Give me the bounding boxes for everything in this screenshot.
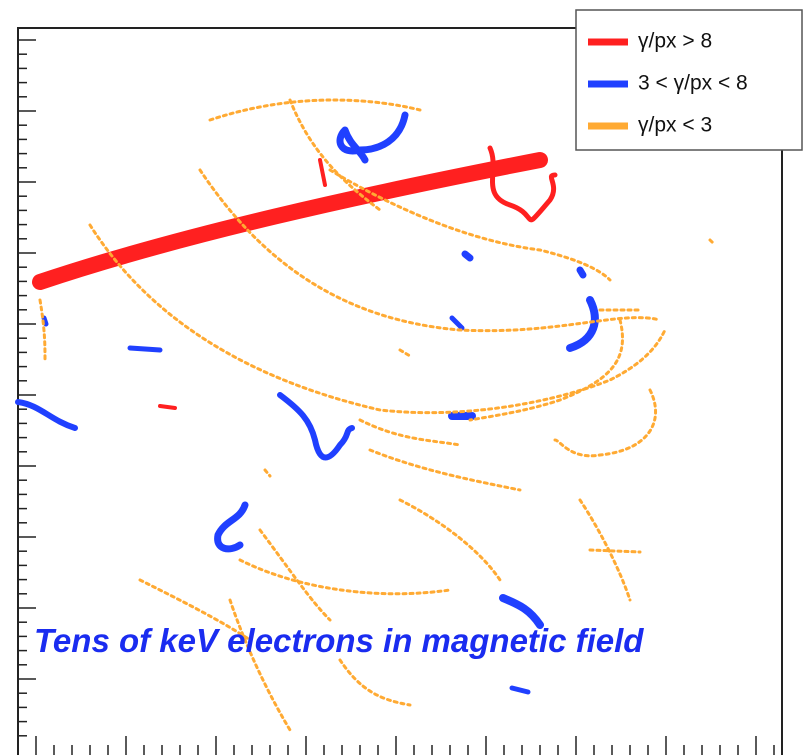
legend-label: γ/px > 8 — [638, 30, 712, 53]
tracks — [15, 98, 716, 732]
track — [318, 158, 327, 187]
track — [338, 658, 412, 707]
track — [15, 399, 78, 431]
track — [588, 548, 642, 554]
track — [288, 98, 382, 212]
track — [214, 501, 249, 553]
track — [576, 266, 587, 279]
legend-label: 3 < γ/px < 8 — [638, 72, 748, 95]
track — [468, 318, 624, 422]
track — [566, 296, 599, 352]
track — [461, 250, 474, 262]
track — [398, 348, 412, 358]
track — [398, 498, 502, 582]
track — [198, 168, 662, 333]
annotation: Tens of keV electrons in magnetic field — [34, 622, 644, 659]
track — [127, 345, 163, 353]
track — [158, 404, 177, 410]
track — [509, 685, 531, 695]
track — [328, 168, 612, 282]
track — [277, 392, 355, 461]
track — [336, 111, 409, 164]
track — [38, 298, 47, 362]
track — [88, 223, 667, 415]
track — [208, 98, 422, 122]
track — [578, 498, 632, 602]
axis-ticks — [18, 39, 775, 755]
track — [449, 315, 465, 331]
legend-label: γ/px < 3 — [638, 114, 712, 137]
track — [138, 578, 252, 642]
track — [32, 152, 548, 290]
track — [368, 448, 522, 492]
track — [499, 594, 544, 629]
track — [238, 558, 452, 596]
track — [263, 468, 272, 478]
track — [358, 418, 462, 447]
track — [553, 388, 657, 458]
legend: γ/px > 8 3 < γ/px < 8 γ/px < 3 — [575, 9, 803, 151]
track — [708, 238, 716, 246]
track — [228, 598, 292, 732]
track — [258, 528, 332, 622]
track — [487, 145, 558, 223]
track — [41, 315, 49, 327]
